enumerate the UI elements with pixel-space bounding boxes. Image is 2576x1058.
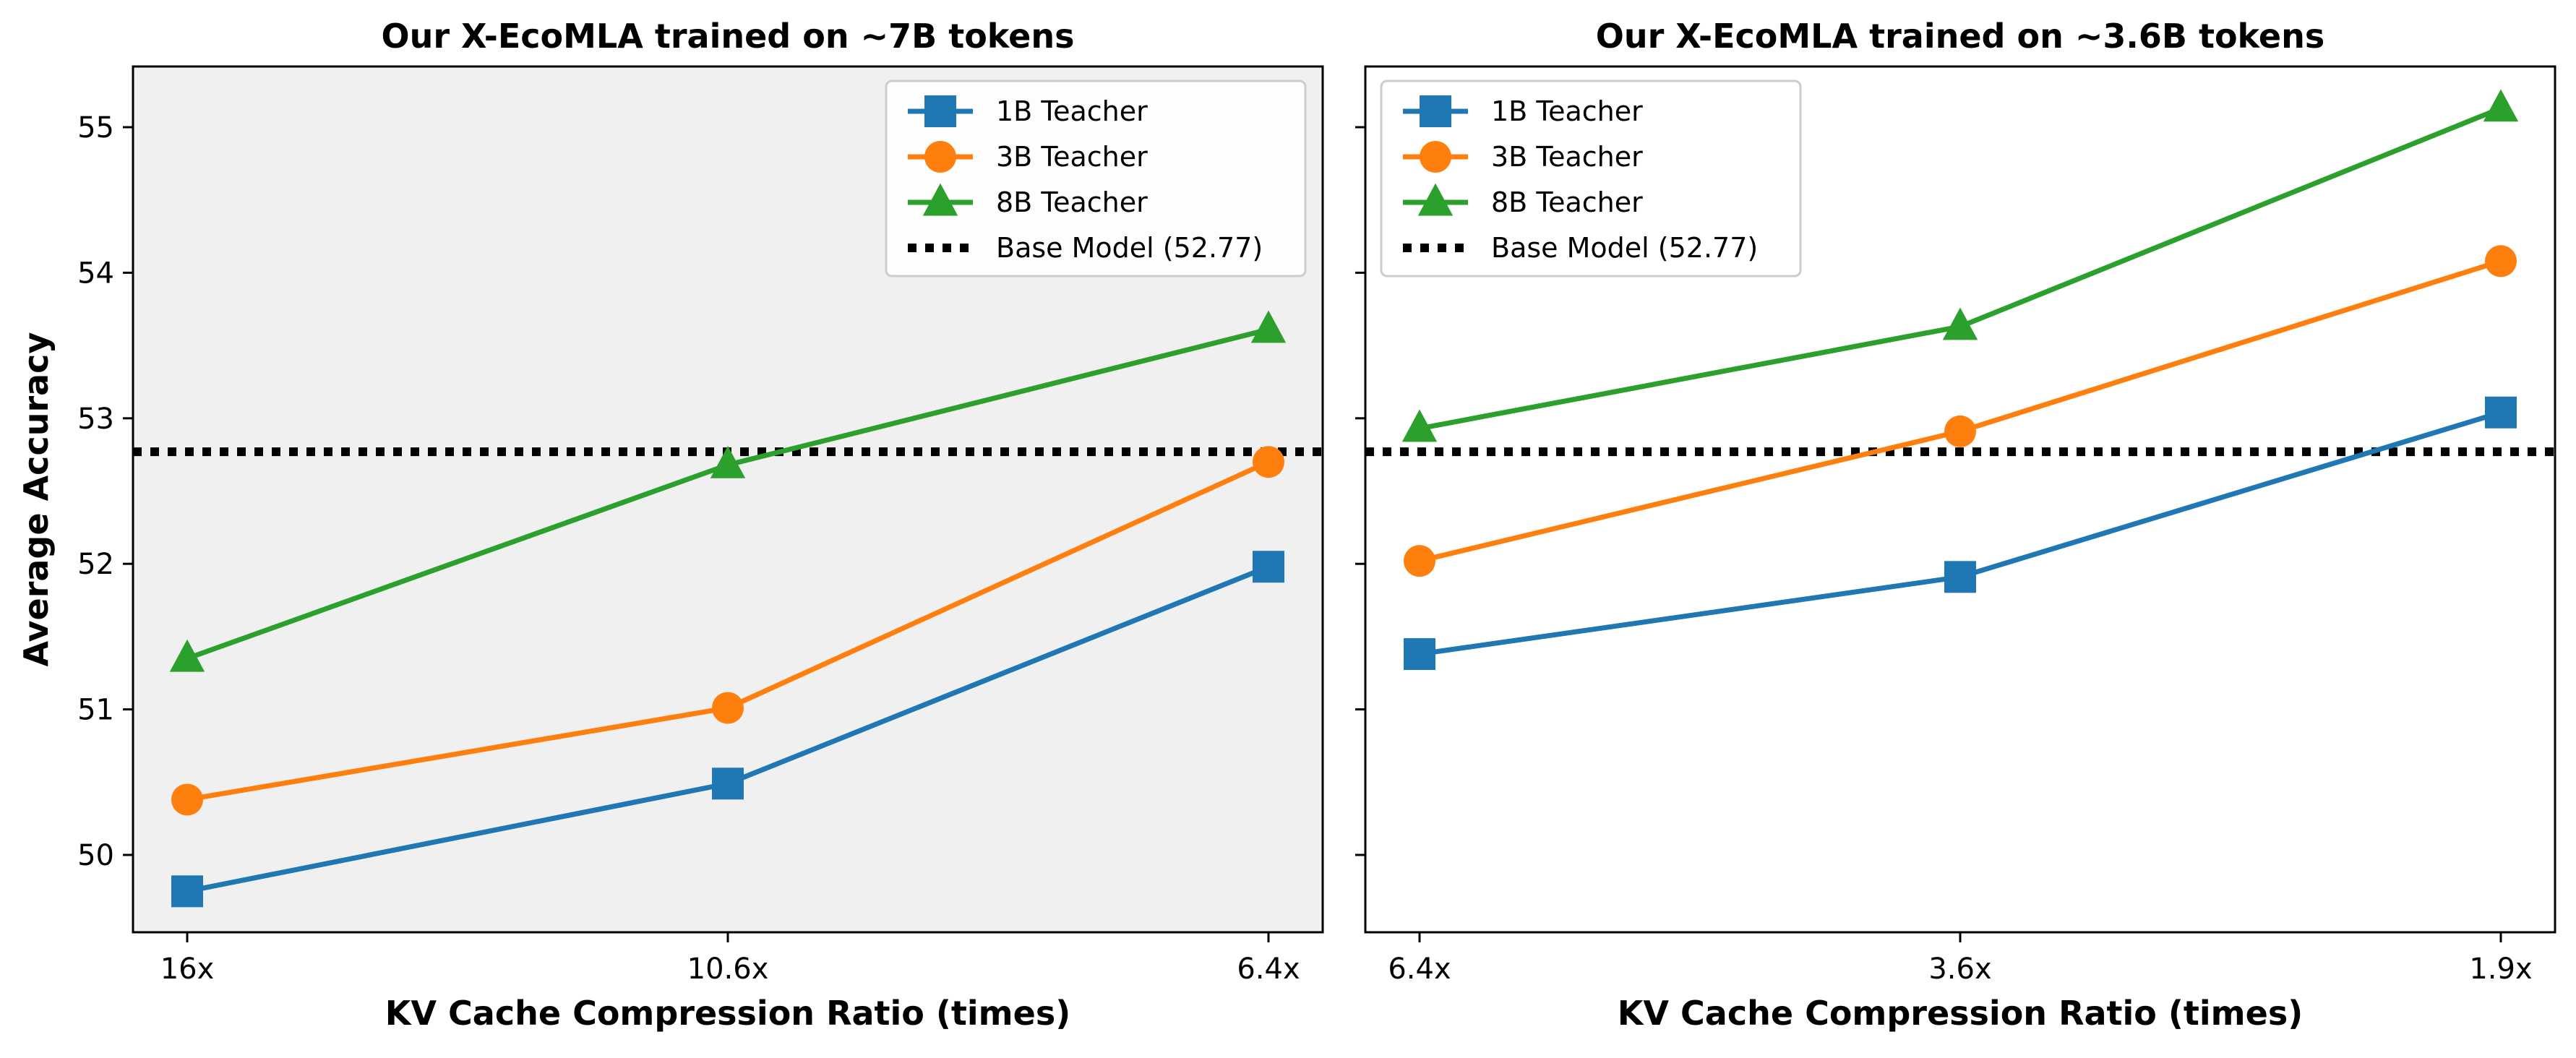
x-tick-label: 6.4x: [1388, 952, 1451, 986]
data-point: [1250, 310, 1287, 343]
data-point: [712, 692, 744, 724]
axes-frame: [1364, 65, 2556, 934]
data-point: [1404, 545, 1435, 577]
data-point: [1253, 446, 1284, 478]
x-tick-label: 1.9x: [2469, 952, 2532, 986]
data-point: [710, 445, 746, 478]
x-tick-label: 16x: [160, 952, 215, 986]
y-tick-label: 53: [77, 403, 114, 436]
legend-label: 3B Teacher: [1491, 141, 1643, 173]
chart-title: Our X-EcoMLA trained on ~3.6B tokens: [1596, 17, 2324, 56]
legend-marker: [922, 183, 958, 216]
y-tick-label: 52: [77, 548, 114, 581]
legend-marker: [1417, 183, 1454, 216]
data-point: [712, 767, 744, 800]
x-tick-label: 6.4x: [1237, 952, 1300, 986]
legend-label: Base Model (52.77): [1491, 232, 1758, 264]
legend-label: 8B Teacher: [1491, 186, 1643, 218]
legend-label: 1B Teacher: [1491, 95, 1643, 127]
legend-label: 8B Teacher: [996, 186, 1148, 218]
data-point: [171, 875, 203, 908]
data-point: [2485, 396, 2517, 429]
y-tick-label: 54: [77, 257, 114, 290]
legend-label: 1B Teacher: [996, 95, 1148, 127]
chart-panel-1: 50 51 52 53 54 55 16x 10.6x 6.4x Our X-EcoMLA tra…: [17, 17, 1324, 1033]
data-point: [1253, 551, 1284, 583]
legend-marker: [924, 95, 956, 127]
data-point: [2483, 89, 2519, 122]
x-axis-label: KV Cache Compression Ratio (times): [385, 994, 1070, 1033]
legend-marker: [1420, 141, 1451, 173]
x-tick-label: 10.6x: [687, 952, 769, 986]
data-point: [1404, 638, 1435, 671]
data-point: [1942, 307, 1978, 340]
axes-frame: [132, 65, 1324, 934]
chart-title: Our X-EcoMLA trained on ~7B tokens: [382, 17, 1075, 56]
legend-label: 3B Teacher: [996, 141, 1148, 173]
legend-box: [885, 79, 1307, 278]
y-tick-label: 51: [77, 694, 114, 727]
data-point: [1401, 409, 1438, 442]
y-tick-label: 55: [77, 111, 114, 145]
legend-box: [1380, 79, 1802, 278]
y-axis-label: Average Accuracy: [17, 332, 56, 667]
legend-label: Base Model (52.77): [996, 232, 1263, 264]
data-point: [169, 639, 205, 672]
y-tick-label: 50: [77, 839, 114, 872]
data-point: [1944, 561, 1976, 593]
legend-marker: [924, 141, 956, 173]
data-point: [2485, 245, 2517, 278]
legend-marker: [1420, 95, 1451, 127]
legend: 1B Teacher 3B Teacher 8B Teacher Base Model…: [1380, 79, 1802, 278]
x-tick-label: 3.6x: [1928, 952, 1991, 986]
x-axis-label: KV Cache Compression Ratio (times): [1618, 994, 2303, 1033]
data-point: [171, 783, 203, 816]
chart-panel-2: 6.4x 3.6x 1.9x Our X-EcoMLA trained on ~3.6…: [1355, 17, 2556, 1033]
legend: 1B Teacher 3B Teacher 8B Teacher Base Model…: [885, 79, 1307, 278]
data-point: [1944, 415, 1976, 447]
